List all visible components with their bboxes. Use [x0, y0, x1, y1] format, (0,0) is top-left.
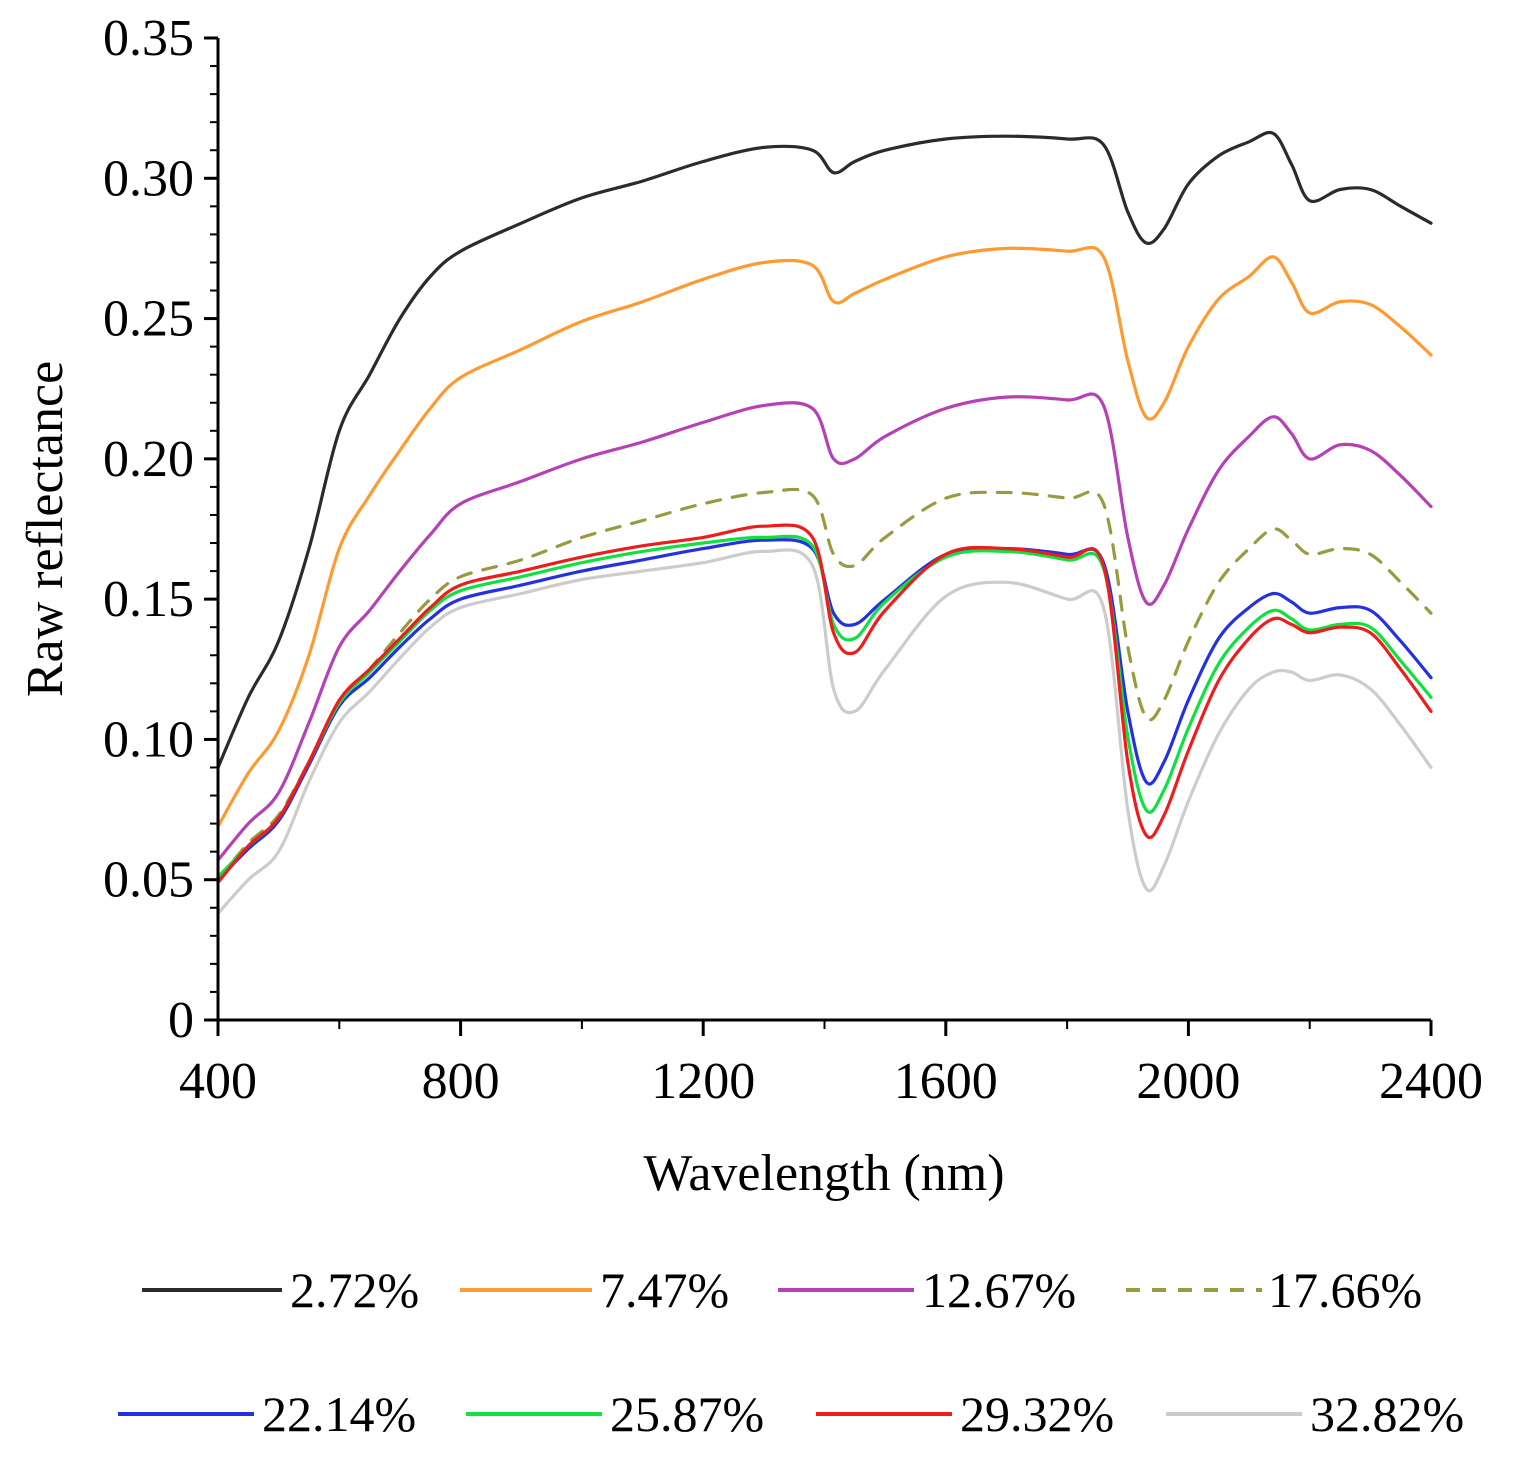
x-tick-label: 400 — [179, 1053, 257, 1110]
legend-label-2: 12.67% — [922, 1262, 1076, 1318]
x-tick-label: 1600 — [894, 1053, 998, 1110]
y-tick-label: 0.35 — [103, 10, 194, 67]
legend-label-5: 25.87% — [610, 1386, 764, 1442]
series-line-1 — [216, 245, 1433, 828]
series-line-0 — [216, 130, 1433, 770]
x-tick-label: 2000 — [1136, 1053, 1240, 1110]
legend-label-7: 32.82% — [1310, 1386, 1464, 1442]
series-line-7 — [216, 548, 1433, 915]
series-line-6 — [216, 523, 1433, 885]
legend-label-1: 7.47% — [600, 1262, 729, 1318]
y-tick-label: 0.15 — [103, 571, 194, 628]
series-line-5 — [216, 534, 1433, 879]
x-tick-label: 1200 — [651, 1053, 755, 1110]
y-axis-label: Raw reflectance — [17, 361, 74, 697]
legend: 2.72% 7.47% 12.67% 17.66% 22.14% 25.87% 29.32%… — [118, 1262, 1464, 1442]
legend-label-6: 29.32% — [960, 1386, 1114, 1442]
y-tick-label: 0 — [168, 992, 194, 1049]
y-tick-label: 0.05 — [103, 852, 194, 909]
series-line-3 — [216, 487, 1433, 882]
y-tick-label: 0.30 — [103, 150, 194, 207]
y-tick-label: 0.10 — [103, 711, 194, 768]
y-tick-label: 0.20 — [103, 431, 194, 488]
plot-area — [216, 130, 1433, 915]
legend-label-3: 17.66% — [1268, 1262, 1422, 1318]
x-tick-label: 2400 — [1379, 1053, 1483, 1110]
series-line-2 — [216, 392, 1433, 862]
legend-label-0: 2.72% — [290, 1262, 419, 1318]
y-ticks: 0 0.05 0.10 0.15 0.20 0.25 0.30 0.35 — [103, 10, 218, 1049]
y-tick-label: 0.25 — [103, 291, 194, 348]
legend-label-4: 22.14% — [262, 1386, 416, 1442]
x-tick-label: 800 — [422, 1053, 500, 1110]
x-axis-label: Wavelength (nm) — [643, 1145, 1004, 1202]
x-ticks: 400 800 1200 1600 2000 2400 — [179, 1020, 1483, 1110]
